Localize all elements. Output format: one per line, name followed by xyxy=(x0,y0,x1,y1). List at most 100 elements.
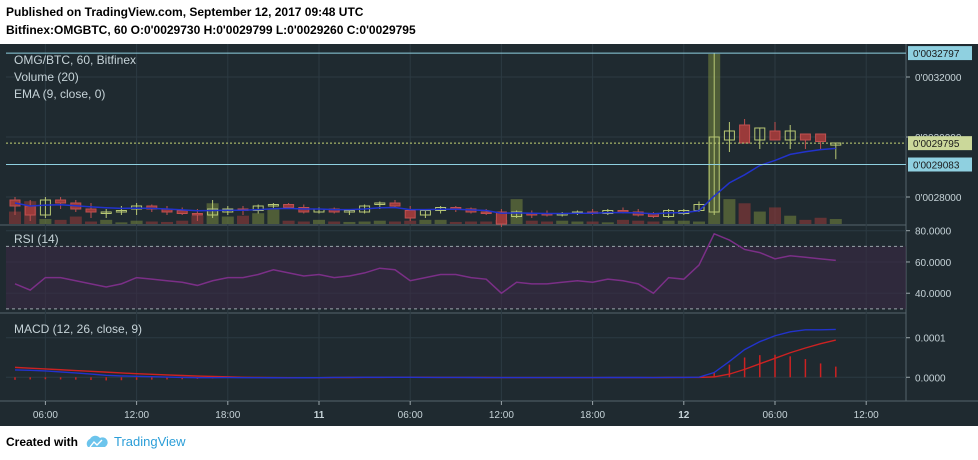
volume-bar xyxy=(404,220,417,224)
candle-body xyxy=(815,133,827,142)
macd-line xyxy=(14,328,836,379)
candle-body xyxy=(511,211,523,217)
legend-main-1: Volume (20) xyxy=(14,70,79,84)
candle-body xyxy=(799,133,811,141)
candle-body xyxy=(252,205,264,211)
volume-bar xyxy=(632,220,645,224)
volume-bar xyxy=(434,219,447,224)
y-tick-label: 0.0000 xyxy=(915,373,946,384)
candle-body xyxy=(24,205,36,216)
volume-bar xyxy=(799,219,812,224)
tradingview-brand-link[interactable]: TradingView xyxy=(114,434,186,449)
candle-body xyxy=(404,210,416,219)
volume-bar xyxy=(601,222,614,224)
price-label-high: 0'0032797 xyxy=(913,49,960,60)
volume-bar xyxy=(829,219,842,224)
legend-rsi: RSI (14) xyxy=(14,232,59,246)
volume-bar xyxy=(662,220,675,224)
volume-bar xyxy=(373,220,386,224)
x-tick-label: 18:00 xyxy=(580,410,605,421)
volume-bar xyxy=(221,216,234,224)
volume-bar xyxy=(313,219,325,224)
volume-bar xyxy=(161,221,173,224)
chart-area[interactable]: 0'00320000'00300000'002800080.000060.000… xyxy=(0,44,978,426)
x-tick-label: 12:00 xyxy=(854,410,879,421)
macd-signal-line xyxy=(14,339,836,379)
legend-main-2: EMA (9, close, 0) xyxy=(14,87,105,101)
x-tick-label: 12 xyxy=(678,410,690,421)
rsi-pane xyxy=(6,232,906,310)
ema-line xyxy=(14,147,836,215)
price-lines xyxy=(6,52,906,166)
candle-body xyxy=(495,211,507,225)
volume-bar xyxy=(130,220,143,224)
volume-bar xyxy=(586,221,599,224)
candle-body xyxy=(739,124,751,144)
volume-bar xyxy=(753,211,766,224)
candle-body xyxy=(283,204,295,208)
volume-bar xyxy=(571,221,584,224)
ema-polyline xyxy=(14,147,836,215)
volume-bar xyxy=(677,220,690,224)
candle-body xyxy=(617,210,629,213)
candle-body xyxy=(784,130,796,141)
legend-macd: MACD (12, 26, close, 9) xyxy=(14,322,142,336)
candle-body xyxy=(207,208,219,216)
volume-bars xyxy=(9,54,842,224)
candle-body xyxy=(191,213,203,216)
volume-bar xyxy=(814,217,827,224)
volume-bar xyxy=(465,221,477,224)
volume-bar xyxy=(115,222,128,224)
volume-bar xyxy=(282,220,295,224)
volume-bar xyxy=(617,219,629,224)
y-tick-label: 0'0028000 xyxy=(915,193,962,204)
volume-bar xyxy=(85,221,97,224)
volume-bar xyxy=(525,220,538,224)
candle-body xyxy=(769,130,781,141)
macd-pane xyxy=(14,328,837,381)
candle-body xyxy=(85,208,97,213)
volume-bar xyxy=(784,215,797,224)
volume-bar xyxy=(54,219,67,224)
volume-bar xyxy=(267,209,280,224)
volume-bar xyxy=(328,221,341,224)
x-tick-label: 06:00 xyxy=(398,410,423,421)
volume-bar xyxy=(69,216,82,224)
rsi-polyline xyxy=(14,232,836,295)
volume-bar xyxy=(541,221,553,224)
price-label-box-low xyxy=(908,157,972,172)
volume-bar xyxy=(723,199,736,224)
candle-body xyxy=(374,202,386,205)
candle-body xyxy=(39,199,51,216)
candle-body xyxy=(754,127,766,141)
y-tick-label: 0'0032000 xyxy=(915,73,962,84)
y-tick-label: 60.0000 xyxy=(915,258,952,269)
y-tick-label: 80.0000 xyxy=(915,227,952,238)
volume-bar xyxy=(100,219,113,224)
volume-bar xyxy=(176,220,189,224)
candle-body xyxy=(100,211,112,214)
legend-main-0: OMG/BTC, 60, Bitfinex xyxy=(14,53,136,67)
x-tick-label: 18:00 xyxy=(215,410,240,421)
x-tick-label: 12:00 xyxy=(124,410,149,421)
volume-bar xyxy=(449,221,462,224)
chart-svg[interactable]: 0'00320000'00300000'002800080.000060.000… xyxy=(0,44,978,426)
volume-bar xyxy=(480,221,493,224)
price-label-box-high xyxy=(908,46,972,61)
created-with-label: Created with xyxy=(6,434,79,449)
volume-bar xyxy=(252,213,265,224)
price-label-low: 0'0029083 xyxy=(913,161,960,172)
axes: 0'00320000'00300000'002800080.000060.000… xyxy=(33,46,972,421)
x-tick-label: 11 xyxy=(314,410,325,421)
volume-bar xyxy=(145,221,158,224)
volume-bar xyxy=(556,220,569,224)
volume-bar xyxy=(419,219,432,224)
price-label-last: 0'0029795 xyxy=(913,139,960,150)
x-tick-label: 12:00 xyxy=(489,410,514,421)
price-label-box-last xyxy=(908,136,972,151)
candle-body xyxy=(389,202,401,207)
y-tick-label: 40.0000 xyxy=(915,289,952,300)
tradingview-logo-icon xyxy=(86,435,108,447)
volume-bar xyxy=(297,221,310,224)
volume-bar xyxy=(237,215,249,224)
